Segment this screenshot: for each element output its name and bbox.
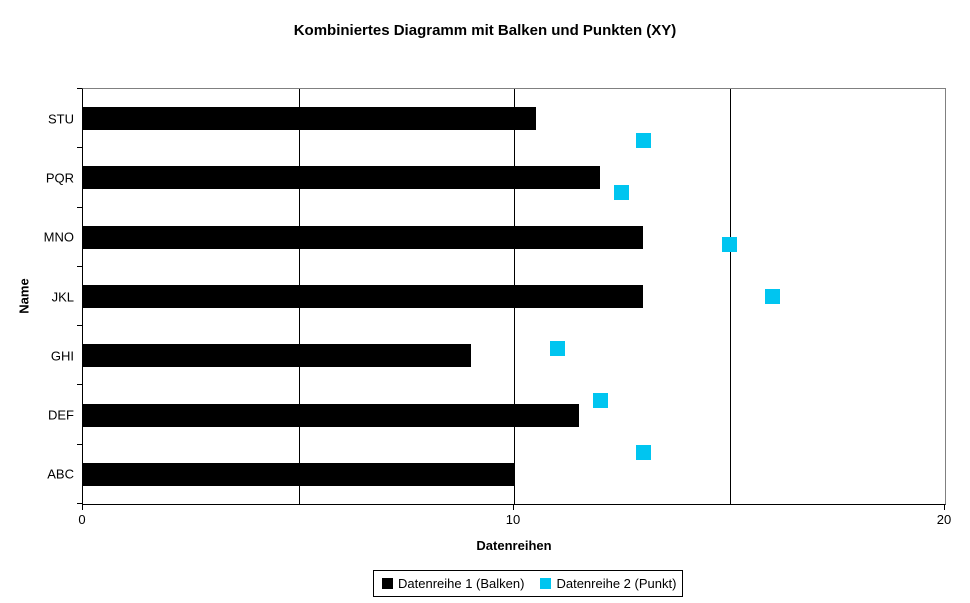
- category-label-MNO: MNO: [43, 229, 74, 245]
- y-axis-tick: [77, 147, 82, 148]
- y-axis-tick: [77, 325, 82, 326]
- category-label-DEF: DEF: [48, 407, 74, 423]
- bar-JKL: [83, 285, 643, 308]
- x-tick-label-10: 10: [505, 512, 521, 527]
- point-PQR: [614, 185, 629, 200]
- legend-item-2: Datenreihe 2 (Punkt): [540, 576, 676, 591]
- point-DEF: [593, 393, 608, 408]
- bar-ABC: [83, 463, 514, 486]
- y-axis-tick: [77, 444, 82, 445]
- legend-label-2: Datenreihe 2 (Punkt): [556, 576, 677, 591]
- x-axis-title: Datenreihen: [476, 538, 552, 553]
- category-label-STU: STU: [48, 111, 74, 127]
- x-tick-label-0: 0: [78, 512, 86, 527]
- x-axis-tick: [82, 504, 83, 510]
- point-MNO: [722, 237, 737, 252]
- point-ABC: [636, 445, 651, 460]
- y-axis-tick: [77, 207, 82, 208]
- point-JKL: [765, 289, 780, 304]
- bar-GHI: [83, 344, 471, 367]
- legend-label-1: Datenreihe 1 (Balken): [398, 576, 525, 591]
- y-axis-tick: [77, 88, 82, 89]
- legend: Datenreihe 1 (Balken) Datenreihe 2 (Punkt…: [373, 570, 684, 597]
- legend-marker-bar: [382, 578, 393, 589]
- x-tick-label-20: 20: [936, 512, 952, 527]
- point-STU: [636, 133, 651, 148]
- category-label-GHI: GHI: [50, 348, 74, 364]
- plot-area: [82, 88, 946, 505]
- category-label-ABC: ABC: [47, 466, 74, 482]
- y-axis-tick: [77, 266, 82, 267]
- y-axis-tick: [77, 503, 82, 504]
- y-axis-tick: [77, 384, 82, 385]
- bar-STU: [83, 107, 536, 130]
- x-gridline: [730, 89, 731, 504]
- x-axis-tick: [944, 504, 945, 510]
- legend-marker-point: [540, 578, 552, 589]
- bar-DEF: [83, 404, 579, 427]
- bar-MNO: [83, 226, 643, 249]
- point-GHI: [550, 341, 565, 356]
- x-axis-tick: [513, 504, 514, 510]
- bar-PQR: [83, 166, 600, 189]
- category-label-PQR: PQR: [45, 170, 74, 186]
- chart-title: Kombiniertes Diagramm mit Balken und Pun…: [293, 22, 677, 39]
- category-label-JKL: JKL: [51, 289, 74, 305]
- legend-item-1: Datenreihe 1 (Balken): [382, 576, 524, 591]
